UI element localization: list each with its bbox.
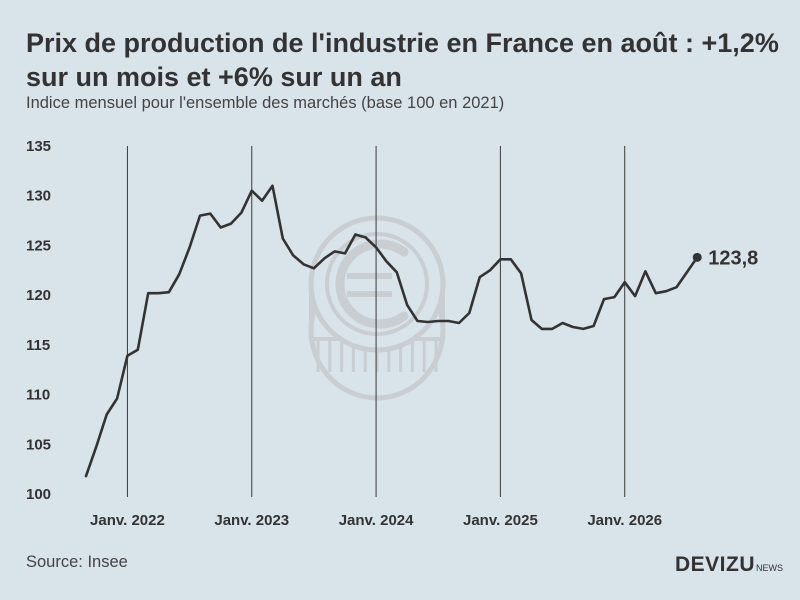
x-tick-label: Janv. 2025 [463,512,538,529]
brand-suffix: NEWS [756,563,784,573]
y-tick-label: 125 [26,237,51,254]
brand-name: DEVIZU [675,553,756,576]
y-tick-label: 105 [26,436,51,453]
end-value-label: 123,8 [708,247,758,269]
coin-face [308,215,446,353]
y-tick-label: 115 [26,337,50,354]
coin-rim [325,232,429,336]
series-line [84,184,699,478]
y-tick-label: 130 [26,188,51,205]
y-tick-label: 110 [26,387,50,404]
end-point [692,252,702,262]
chart-title: Prix de production de l'industrie en Fra… [26,28,779,92]
euro-arc [335,239,409,329]
x-tick-label: Janv. 2024 [339,512,414,529]
chart-subtitle: Indice mensuel pour l'ensemble des march… [26,94,505,112]
x-tick-label: Janv. 2026 [587,512,662,529]
y-axis-tick-labels: 100 105 110 115 120 125 130 135 [26,138,51,503]
brand-logo: DEVIZUNEWS [675,553,783,577]
euro-coin-icon [308,215,446,401]
y-tick-label: 120 [26,287,51,304]
y-tick-label: 100 [26,486,51,503]
source-note: Source: Insee [26,553,128,571]
y-tick-label: 135 [26,138,51,155]
series-group: 123,8 [84,184,758,478]
x-tick-label: Janv. 2022 [90,512,165,529]
vertical-gridlines [126,146,626,497]
x-axis-tick-labels: Janv. 2022 Janv. 2023 Janv. 2024 Janv. 2025… [90,512,662,529]
x-tick-label: Janv. 2023 [214,512,289,529]
